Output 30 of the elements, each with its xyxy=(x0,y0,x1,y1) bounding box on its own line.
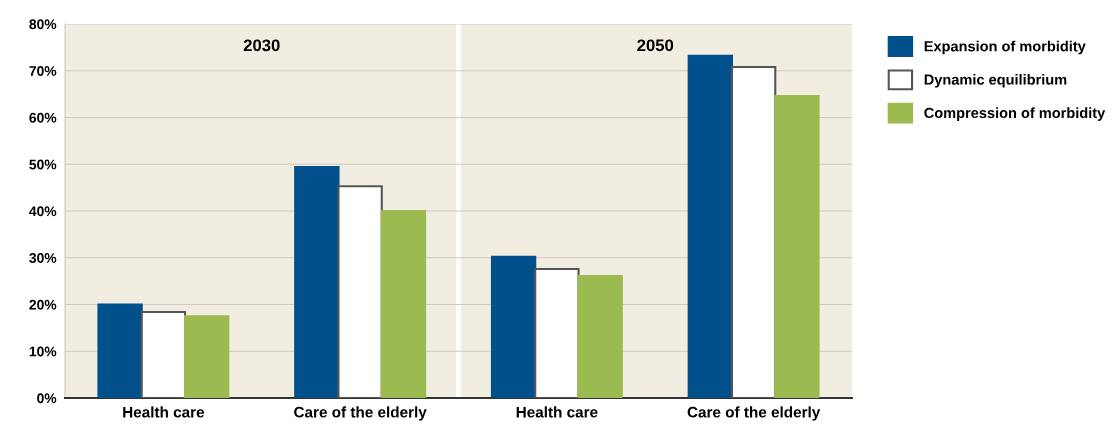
legend-label: Expansion of morbidity xyxy=(924,40,1086,55)
x-tick-label: Care of the elderly xyxy=(687,406,821,421)
y-tick-label: 0% xyxy=(37,393,57,404)
bar xyxy=(577,274,623,398)
bar xyxy=(337,185,383,398)
y-tick-label: 70% xyxy=(29,66,57,76)
bar xyxy=(380,209,427,398)
bar xyxy=(687,54,734,398)
x-tick-label: Health care xyxy=(123,406,205,418)
bar xyxy=(183,315,230,398)
legend-label: Compression of morbidity xyxy=(924,107,1106,121)
bar xyxy=(534,267,580,398)
y-tick-label: 40% xyxy=(29,206,57,217)
bar xyxy=(490,255,537,398)
annotation: 2050 xyxy=(637,39,674,52)
bar xyxy=(774,94,820,398)
bar xyxy=(97,303,143,398)
bar xyxy=(730,65,777,398)
legend-label: Dynamic equilibrium xyxy=(924,74,1067,88)
y-tick-label: 50% xyxy=(29,159,57,170)
y-tick-label: 30% xyxy=(29,253,57,263)
x-tick-label: Health care xyxy=(516,406,598,418)
y-tick-label: 60% xyxy=(29,112,57,123)
annotation: 2030 xyxy=(243,39,280,52)
y-tick-label: 80% xyxy=(29,19,57,30)
y-tick-label: 10% xyxy=(29,346,57,357)
bar xyxy=(140,310,187,398)
bar xyxy=(294,166,340,398)
y-tick-label: 20% xyxy=(29,299,57,310)
x-tick-label: Care of the elderly xyxy=(294,406,427,421)
